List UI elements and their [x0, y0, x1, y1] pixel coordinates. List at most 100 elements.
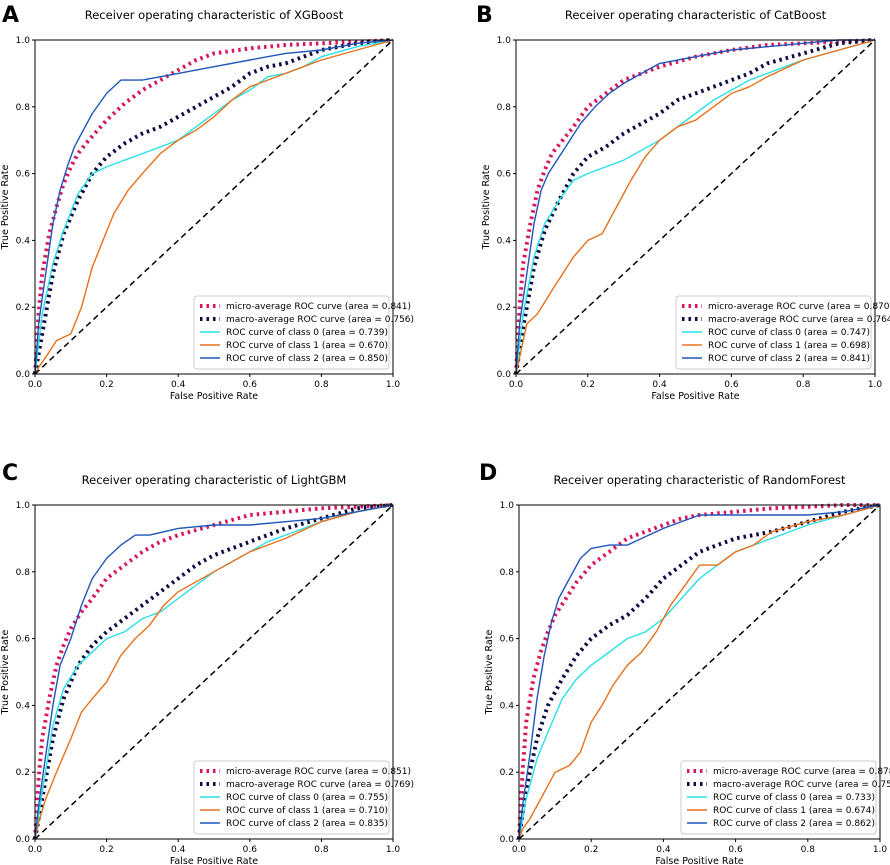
chart-title: Receiver operating characteristic of Lig… [82, 473, 347, 487]
legend: micro-average ROC curve (area = 0.870) ma… [675, 295, 890, 370]
chart-panel-b: B Receiver operating characteristic of Ca… [476, 3, 890, 402]
legend-label-macro: macro-average ROC curve (area = 0.764) [708, 315, 890, 325]
series-line-micro [517, 503, 880, 840]
y-tick-label: 1.0 [16, 501, 31, 511]
legend-label-class2: ROC curve of class 2 (area = 0.850) [226, 354, 388, 364]
x-tick-label: 0.6 [728, 845, 743, 855]
y-axis-label: True Positive Rate [0, 165, 11, 251]
x-tick-label: 1.0 [868, 380, 883, 390]
y-tick-label: 1.0 [500, 501, 515, 511]
legend-label-macro: macro-average ROC curve (area = 0.757) [713, 780, 890, 790]
chart-panel-c: C Receiver operating characteristic of Li… [0, 461, 414, 865]
legend-box [680, 760, 877, 835]
legend-label-micro: micro-average ROC curve (area = 0.841) [226, 302, 411, 312]
y-tick-label: 0.6 [16, 635, 31, 645]
plot-frame [518, 504, 881, 840]
series-line-class2 [34, 39, 394, 375]
y-tick-label: 1.0 [497, 36, 512, 46]
x-tick-label: 0.2 [584, 845, 598, 855]
x-tick-label: 0.2 [99, 845, 113, 855]
chart-panel-d: D Receiver operating characteristic of Ra… [479, 461, 890, 865]
series-line-class0 [34, 504, 394, 840]
legend-label-macro: macro-average ROC curve (area = 0.756) [226, 315, 414, 325]
x-tick-label: 0.4 [656, 845, 671, 855]
legend-label-class1: ROC curve of class 1 (area = 0.698) [708, 341, 870, 351]
x-axis-label: False Positive Rate [170, 856, 258, 865]
legend: micro-average ROC curve (area = 0.851) ma… [193, 760, 414, 835]
legend: micro-average ROC curve (area = 0.841) ma… [193, 295, 414, 370]
x-tick-label: 0.8 [314, 380, 329, 390]
y-tick-label: 0.4 [500, 701, 515, 711]
legend-label-class2: ROC curve of class 2 (area = 0.862) [713, 819, 875, 829]
x-tick-label: 0.8 [801, 845, 816, 855]
y-tick-label: 0.0 [16, 835, 31, 845]
series-line-macro [33, 503, 394, 840]
x-tick-label: 0.0 [28, 845, 43, 855]
x-axis-label: False Positive Rate [651, 391, 739, 402]
x-tick-label: 0.2 [99, 380, 113, 390]
x-tick-label: 0.4 [171, 380, 186, 390]
legend-label-micro: micro-average ROC curve (area = 0.851) [226, 767, 411, 777]
series-line-class2 [518, 504, 881, 840]
plot-frame [34, 504, 394, 840]
plot-frame [34, 39, 394, 375]
y-tick-label: 0.6 [500, 635, 515, 645]
chart-panel-a: A Receiver operating characteristic of XG… [0, 3, 414, 402]
legend: micro-average ROC curve (area = 0.878) ma… [680, 760, 890, 835]
legend-box [675, 295, 872, 370]
series-line-micro [33, 503, 394, 840]
y-axis-label: True Positive Rate [484, 630, 495, 716]
x-tick-label: 1.0 [386, 380, 401, 390]
y-tick-label: 1.0 [16, 36, 31, 46]
legend-label-class0: ROC curve of class 0 (area = 0.747) [708, 328, 870, 338]
series-line-chance [34, 39, 394, 375]
legend-label-macro: macro-average ROC curve (area = 0.769) [226, 780, 414, 790]
y-tick-label: 0.2 [497, 303, 511, 313]
series-line-chance [34, 504, 394, 840]
x-axis-label: False Positive Rate [170, 391, 258, 402]
y-tick-label: 0.0 [497, 370, 512, 380]
y-tick-label: 0.0 [16, 370, 31, 380]
series-line-micro [514, 38, 876, 375]
series-line-class1 [518, 504, 881, 840]
series-line-chance [518, 504, 881, 840]
y-tick-label: 0.8 [500, 568, 515, 578]
x-tick-label: 1.0 [386, 845, 401, 855]
legend-label-class1: ROC curve of class 1 (area = 0.674) [713, 806, 875, 816]
x-tick-label: 0.8 [796, 380, 811, 390]
y-tick-label: 0.4 [497, 236, 512, 246]
x-tick-label: 0.6 [243, 380, 258, 390]
x-tick-label: 0.0 [509, 380, 524, 390]
series-line-class1 [515, 39, 876, 375]
x-tick-label: 0.6 [243, 845, 258, 855]
y-tick-label: 0.4 [16, 236, 31, 246]
y-tick-label: 0.2 [500, 768, 514, 778]
x-tick-label: 0.4 [171, 845, 186, 855]
x-tick-label: 1.0 [873, 845, 888, 855]
x-tick-label: 0.6 [724, 380, 739, 390]
series-line-chance [515, 39, 876, 375]
panel-letter: B [476, 3, 493, 28]
y-axis-label: True Positive Rate [0, 630, 11, 716]
series-line-macro [514, 38, 876, 375]
x-axis-label: False Positive Rate [655, 856, 743, 865]
series-line-class0 [518, 504, 881, 840]
legend-label-micro: micro-average ROC curve (area = 0.878) [713, 767, 890, 777]
x-tick-label: 0.2 [581, 380, 595, 390]
x-tick-label: 0.0 [512, 845, 527, 855]
legend-box [193, 760, 390, 835]
legend-box [193, 295, 390, 370]
y-axis-label: True Positive Rate [481, 165, 492, 251]
legend-label-class0: ROC curve of class 0 (area = 0.739) [226, 328, 388, 338]
x-tick-label: 0.0 [28, 380, 43, 390]
y-tick-label: 0.0 [500, 835, 515, 845]
series-line-macro [33, 38, 394, 375]
chart-title: Receiver operating characteristic of Ran… [553, 473, 846, 487]
panel-letter: A [2, 3, 19, 28]
series-line-class1 [34, 504, 394, 840]
chart-title: Receiver operating characteristic of XGB… [85, 8, 344, 22]
series-line-class2 [34, 504, 394, 840]
legend-label-class1: ROC curve of class 1 (area = 0.710) [226, 806, 388, 816]
y-tick-label: 0.2 [16, 768, 30, 778]
